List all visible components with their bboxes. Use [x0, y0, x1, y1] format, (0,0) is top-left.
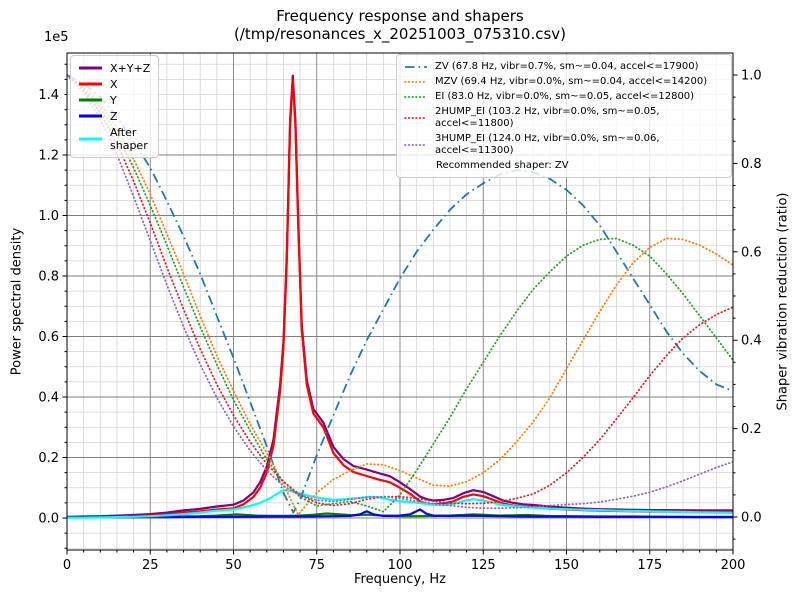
legend-entry-label: ZV (67.8 Hz, vibr=0.7%, sm~=0.04, accel<… — [435, 60, 699, 72]
curves-layer — [67, 74, 733, 519]
legend-entry-2hump_ei: 2HUMP_EI (103.2 Hz, vibr=0.0%, sm~=0.05,… — [404, 104, 723, 131]
y-left-tick-label: 0.6 — [38, 330, 59, 345]
legend-entry-x+y+z: X+Y+Z — [78, 60, 150, 76]
x-tick-label: 150 — [554, 558, 579, 573]
y-right-tick-label: 0.0 — [741, 511, 762, 526]
legend-entry-label: MZV (69.4 Hz, vibr=0.0%, sm~=0.04, accel… — [435, 75, 708, 87]
x-tick-label: 25 — [142, 558, 159, 573]
legend-line-sample-icon — [404, 143, 428, 146]
legend-entry-x: X — [78, 76, 150, 92]
series-psd-x-y-z — [67, 74, 733, 518]
legend-line-sample-icon — [405, 65, 427, 68]
series-shaper-2hump-ei — [67, 74, 733, 507]
legend-line-sample-icon — [404, 80, 428, 83]
legend-entry-label: 3HUMP_EI (124.0 Hz, vibr=0.0%, sm~=0.06,… — [435, 132, 660, 156]
chart-title: Frequency response and shapers (/tmp/res… — [0, 7, 800, 43]
legend-entry-label: Y — [110, 93, 117, 107]
legend-entry-mzv: MZV (69.4 Hz, vibr=0.0%, sm~=0.04, accel… — [404, 74, 723, 89]
y-right-tick-label: 1.0 — [741, 69, 762, 84]
legend-entry-zv: ZV (67.8 Hz, vibr=0.7%, sm~=0.04, accel<… — [404, 59, 723, 74]
legend-entry-label: 2HUMP_EI (103.2 Hz, vibr=0.0%, sm~=0.05,… — [435, 105, 660, 129]
series-psd-after-shaper — [67, 489, 733, 519]
series-shaper-mzv — [67, 74, 733, 516]
legend-entry-label: Z — [110, 109, 118, 123]
y-left-tick-label: 1.4 — [38, 88, 59, 103]
x-tick-label: 175 — [637, 558, 662, 573]
legend-line-sample-icon — [79, 137, 102, 140]
legend-footer: Recommended shaper: ZV — [404, 158, 723, 173]
x-tick-label: 125 — [471, 558, 496, 573]
series-shaper-3hump-ei — [67, 74, 733, 510]
legend-line-sample-icon — [79, 82, 102, 86]
chart-title-line1: Frequency response and shapers — [276, 7, 524, 25]
series-shaper-zv — [67, 74, 733, 514]
y-left-tick-label: 0.8 — [38, 270, 59, 285]
y-right-tick-label: 0.6 — [741, 245, 762, 260]
y-right-tick-label: 0.8 — [741, 157, 762, 172]
y-right-tick-label: 0.4 — [741, 334, 762, 349]
y-left-tick-label: 0.4 — [38, 391, 59, 406]
legend-entry-ei: EI (83.0 Hz, vibr=0.0%, sm~=0.05, accel<… — [404, 89, 723, 104]
ticks — [62, 63, 738, 555]
legend-entry-label: After shaper — [110, 125, 148, 152]
x-axis-label: Frequency, Hz — [353, 572, 447, 587]
y-left-tick-label: 1.0 — [38, 209, 59, 224]
tick-labels: 0 25 50 75 100 125 150 175 200 0.0 0.2 0.4 0.6 0.8 1.0… — [38, 69, 761, 574]
x-tick-label: 0 — [63, 558, 71, 573]
recommended-shaper-text: Recommended shaper: ZV — [436, 159, 569, 171]
y-axis-offset-text: 1e5 — [44, 30, 69, 45]
legend-entry-3hump_ei: 3HUMP_EI (124.0 Hz, vibr=0.0%, sm~=0.06,… — [404, 131, 723, 158]
y-left-axis-label: Power spectral density — [9, 227, 25, 376]
x-tick-label: 200 — [721, 558, 746, 573]
y-left-tick-label: 0.2 — [38, 451, 59, 466]
y-right-tick-label: 0.2 — [741, 422, 762, 437]
series-psd-z — [67, 508, 733, 519]
series-shaper-ei — [67, 74, 733, 513]
x-tick-label: 100 — [388, 558, 413, 573]
legend-psd: X+Y+Z X Y Z After shaper — [70, 55, 160, 158]
legend-shapers: ZV (67.8 Hz, vibr=0.7%, sm~=0.04, accel<… — [396, 54, 732, 178]
legend-line-sample-icon — [404, 95, 428, 98]
y-left-tick-label: 0.0 — [38, 512, 59, 527]
legend-line-sample-icon — [79, 114, 102, 118]
chart-title-line2: (/tmp/resonances_x_20251003_075310.csv) — [233, 25, 567, 43]
legend-entry-y: Y — [78, 92, 150, 108]
legend-line-sample-icon — [79, 98, 102, 102]
legend-entry-z: Z — [78, 108, 150, 124]
y-right-axis-label: Shaper vibration reduction (ratio) — [775, 192, 791, 411]
x-tick-label: 75 — [308, 558, 325, 573]
legend-entry-label: X — [110, 77, 118, 91]
x-tick-label: 50 — [225, 558, 242, 573]
legend-entry-label: EI (83.0 Hz, vibr=0.0%, sm~=0.05, accel<… — [435, 90, 695, 102]
legend-line-sample-icon — [79, 66, 102, 70]
y-left-tick-label: 1.2 — [38, 149, 59, 164]
legend-line-sample-icon — [404, 116, 428, 119]
legend-entry-after: After shaper — [78, 124, 150, 153]
legend-entry-label: X+Y+Z — [110, 61, 151, 75]
